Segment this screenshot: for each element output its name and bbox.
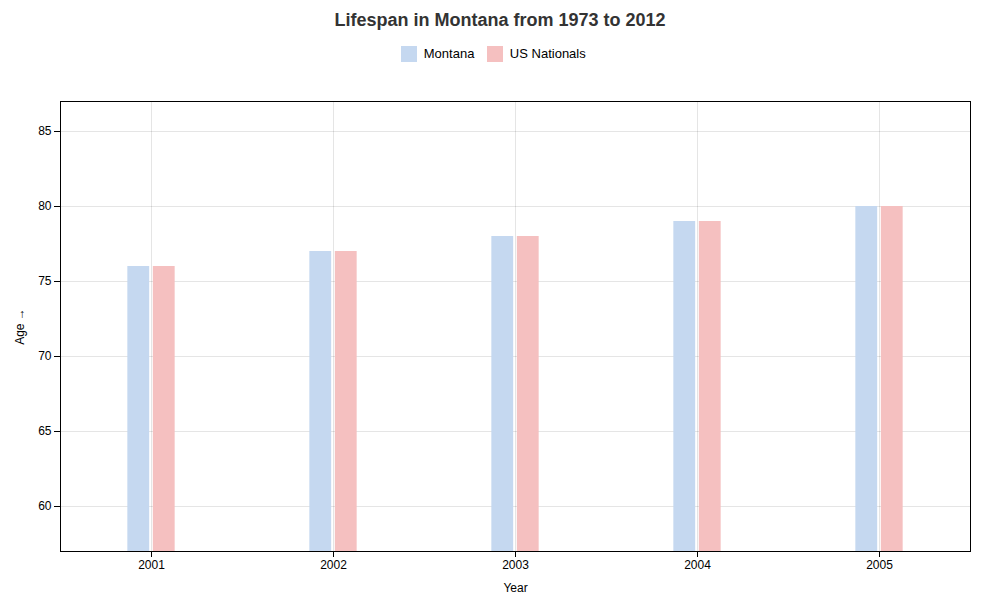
svg-text:85: 85 [38, 124, 52, 138]
html-text:Montana: Montana [423, 46, 475, 61]
svg-text:Age →: Age → [13, 308, 27, 345]
svg-text:Year: Year [503, 580, 527, 594]
svg-text:60: 60 [38, 499, 52, 513]
svg-text:2003: 2003 [502, 558, 529, 572]
html-text:Lifespan in Montana from 1973: Lifespan in Montana from 1973 to 2012 [334, 10, 666, 30]
svg-text:80: 80 [38, 199, 52, 213]
svg-text:2004: 2004 [684, 558, 711, 572]
svg-text:2005: 2005 [866, 558, 893, 572]
svg-text:2002: 2002 [320, 558, 347, 572]
svg-text:65: 65 [38, 424, 52, 438]
svg-text:2001: 2001 [138, 558, 165, 572]
svg-text:70: 70 [38, 349, 52, 363]
svg-text:75: 75 [38, 274, 52, 288]
html-text:US Nationals: US Nationals [509, 46, 586, 61]
